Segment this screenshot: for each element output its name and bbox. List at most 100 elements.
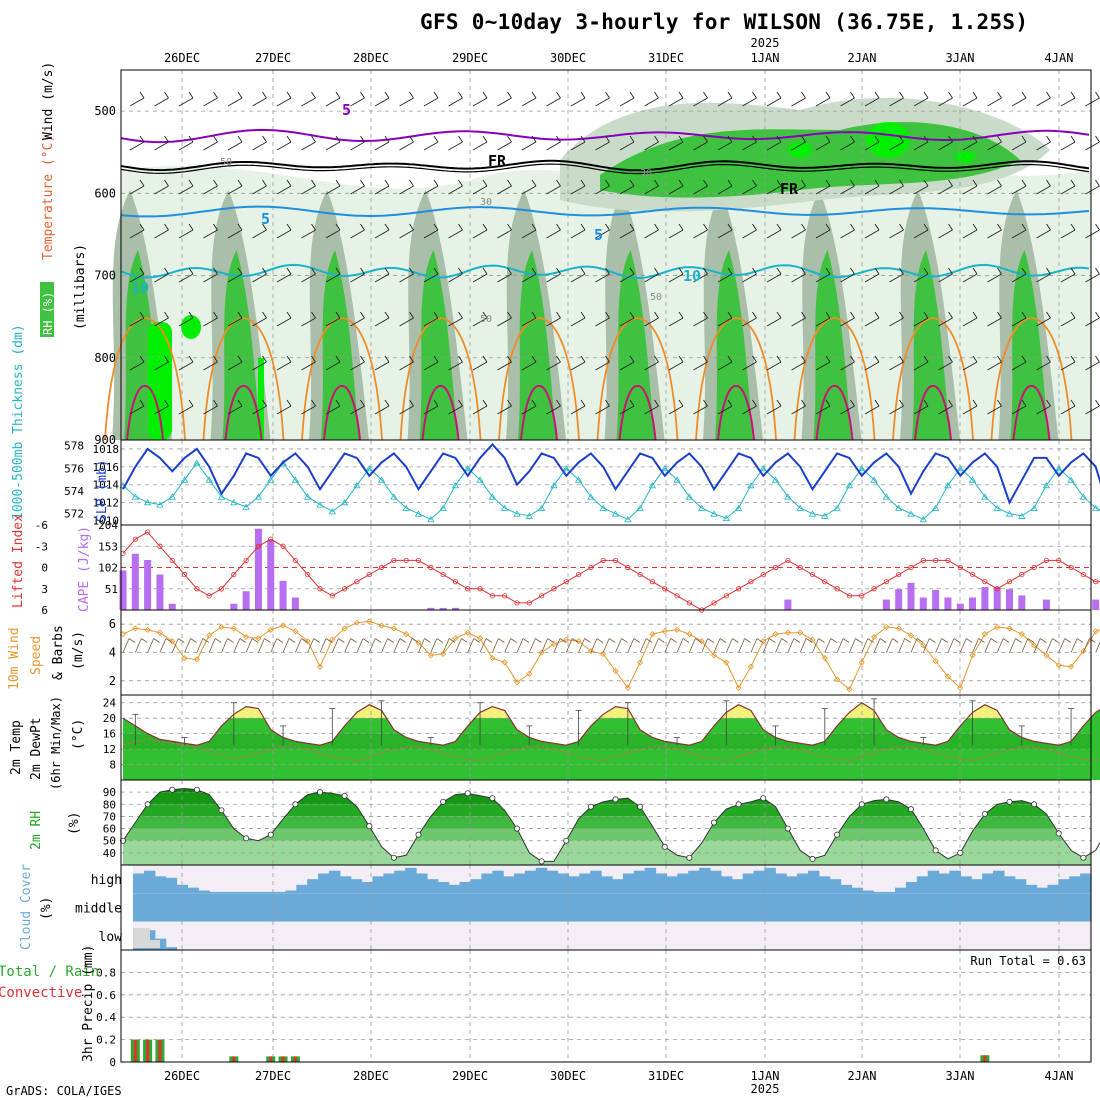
cloud-bar-high	[274, 891, 287, 894]
thickness-line	[122, 461, 1100, 520]
cloud-bar-middle	[339, 893, 352, 922]
cloud-bar-high	[252, 891, 265, 894]
lifted-index-point	[674, 593, 680, 599]
wind10-barb	[1027, 638, 1035, 643]
wind10-barb	[990, 638, 998, 643]
cape-bar	[944, 597, 952, 610]
wind-barb	[129, 405, 145, 415]
wind-barb	[276, 317, 292, 327]
cloud-bar-middle	[633, 893, 646, 922]
wind10-barb	[393, 638, 401, 653]
temp2m-tick: 16	[103, 728, 116, 741]
wind-barb	[619, 317, 635, 327]
wind-barb	[1095, 267, 1100, 275]
cloud-bar-middle	[1080, 893, 1092, 922]
wind-barb	[889, 317, 904, 327]
thickness-point	[636, 504, 644, 511]
cloud-bar-middle	[851, 893, 863, 922]
wind10-barb	[307, 638, 315, 653]
cloud-bar-middle	[1003, 893, 1016, 922]
wind-barb	[605, 223, 610, 231]
wind-barb	[889, 185, 904, 195]
wind-barb	[850, 179, 855, 187]
isotherm-15	[990, 317, 1073, 441]
precip-conv-bar	[281, 1056, 285, 1062]
cloud-bar-middle	[829, 893, 842, 922]
cloud-bar-high	[1036, 887, 1049, 894]
wind-speed-point	[969, 652, 976, 659]
wind10-barb	[935, 638, 942, 653]
wind10-barb	[479, 638, 487, 653]
wind-barb	[139, 399, 145, 407]
ylabel-upper-units: (millibars)	[73, 244, 88, 330]
wind10-barb	[682, 638, 690, 643]
wind-barb	[448, 405, 463, 415]
wind10-barb	[535, 638, 542, 643]
wind10-barb	[836, 638, 844, 653]
thickness-point	[710, 510, 718, 517]
wind-barb	[448, 229, 463, 239]
wind-barb	[531, 355, 537, 363]
wind-barb	[399, 229, 414, 239]
wind-barb	[1011, 405, 1027, 415]
wind10-barb	[1089, 638, 1096, 643]
ylabel-cloud: Cloud Cover	[19, 864, 34, 950]
lifted-index-point	[1019, 571, 1025, 578]
wind10-barb	[245, 638, 253, 653]
cloud-bar-high	[851, 887, 863, 894]
lifted-index-point	[1043, 557, 1050, 564]
cloud-bar-high	[971, 879, 983, 894]
wind10-barb	[769, 638, 776, 643]
wind-barb	[213, 355, 218, 363]
wind-barb	[482, 223, 488, 231]
wind-barb	[913, 405, 929, 415]
wind-speed-point	[292, 628, 299, 635]
isotherm-15	[892, 317, 974, 441]
wind10-barb	[966, 638, 973, 643]
wind-barb	[668, 273, 684, 283]
wind-barb	[360, 223, 365, 231]
wind10-barb	[916, 638, 924, 643]
wind-barb	[237, 135, 243, 143]
wind10-barb	[1058, 638, 1066, 653]
wind10-barb	[602, 638, 610, 653]
wind-barb	[825, 267, 831, 275]
wind10-barb	[1064, 638, 1071, 643]
wind-barb	[776, 311, 782, 319]
wind-barb	[129, 229, 145, 239]
wind-speed-point	[1031, 642, 1038, 649]
wind-barb	[423, 361, 439, 371]
cloud-bar-high	[241, 891, 254, 894]
wind-barb	[164, 91, 169, 99]
wind-barb	[840, 273, 855, 283]
wind-barb	[938, 141, 953, 151]
wind-speed-point	[206, 632, 213, 639]
cloud-bar-middle	[263, 893, 276, 922]
wind-barb	[482, 135, 488, 143]
wind-barb	[1095, 91, 1100, 99]
wind-barb	[815, 361, 831, 371]
wind-speed-point	[193, 656, 200, 663]
thickness-point	[143, 499, 152, 506]
cloud-bar-high	[394, 870, 406, 894]
wind-barb	[286, 135, 292, 143]
wind-barb	[203, 97, 218, 107]
wind-barb	[556, 179, 561, 187]
wind-barb	[899, 311, 904, 319]
isotherm-15	[695, 317, 777, 441]
cloud-bar-high	[786, 876, 798, 894]
cloud-bar-high	[960, 876, 972, 894]
wind-barb	[938, 405, 953, 415]
wind-barb	[360, 399, 365, 407]
thickness-point	[193, 459, 201, 466]
wind10-barb	[528, 638, 536, 653]
wind-barb	[580, 223, 586, 231]
wind-barb	[409, 311, 414, 319]
wind-speed-point	[1055, 662, 1062, 669]
wind-barb	[791, 317, 806, 327]
wind10-barb	[578, 638, 585, 653]
cloud-bar-middle	[557, 893, 570, 922]
wind-barb	[595, 317, 610, 327]
cloud-bar-middle	[285, 893, 297, 922]
thickness-point	[833, 504, 841, 511]
